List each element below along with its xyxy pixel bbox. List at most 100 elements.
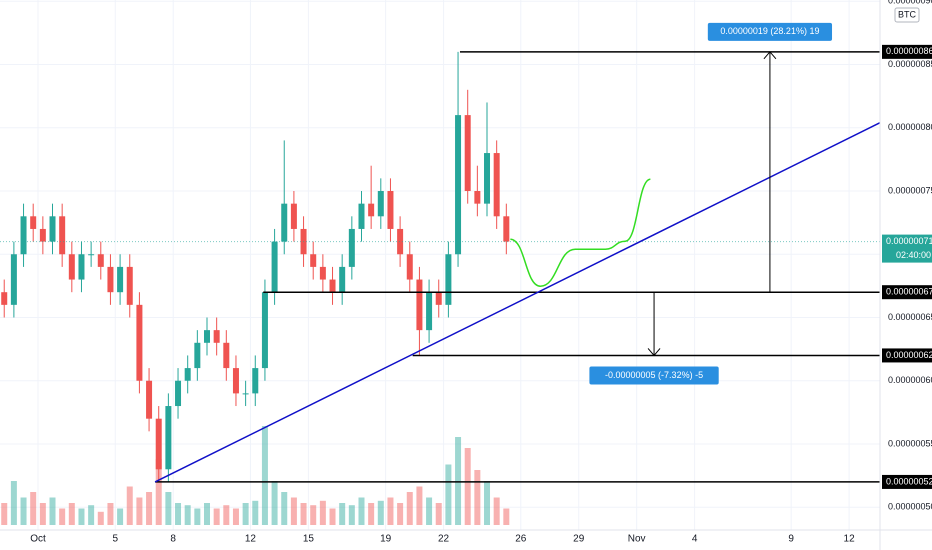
y-tick-label: 0.00000060 <box>888 375 932 385</box>
level-label: 0.00000052 <box>886 476 932 486</box>
candle-body <box>252 368 259 394</box>
volume-bar <box>329 508 336 525</box>
level-label: 0.00000062 <box>886 350 932 360</box>
y-tick-label: 0.00000085 <box>888 59 932 69</box>
y-tick-label: 0.00000050 <box>888 502 932 512</box>
volume-bar <box>1 503 8 525</box>
y-tick-label: 0.00000055 <box>888 438 932 448</box>
candle-body <box>358 203 365 229</box>
countdown-label: 02:40:00 <box>896 250 931 260</box>
volume-bar <box>377 500 384 525</box>
candle-body <box>213 330 220 343</box>
x-tick-label: 12 <box>245 534 257 545</box>
volume-bar <box>493 497 500 525</box>
level-label: 0.00000086 <box>886 46 932 56</box>
volume-bar <box>194 508 201 525</box>
volume-bar <box>117 508 124 525</box>
volume-bar <box>88 505 95 525</box>
y-tick-label: 0.00000080 <box>888 122 932 132</box>
volume-bar <box>310 505 317 525</box>
candle-body <box>20 216 27 255</box>
candle-body <box>68 254 75 280</box>
arrow-head <box>763 51 777 60</box>
measure-label: 0.00000019 (28.21%) 19 <box>720 26 819 36</box>
candle-body <box>474 191 481 204</box>
candle-body <box>203 330 210 343</box>
volume-bar <box>300 503 307 525</box>
candle-body <box>30 216 37 229</box>
volume-bar <box>39 503 46 525</box>
candle-body <box>329 279 336 293</box>
volume-bar <box>203 503 210 525</box>
arrow-head <box>647 348 661 357</box>
candle-body <box>78 254 85 280</box>
quote-box <box>894 7 920 23</box>
candle-body <box>387 191 394 229</box>
volume-bar <box>68 503 75 525</box>
x-tick-label: 4 <box>692 534 698 545</box>
x-tick-label: 12 <box>844 534 856 545</box>
volume-bar <box>368 503 375 525</box>
current-price-label: 0.00000071 <box>886 236 932 246</box>
volume-bar <box>175 503 182 525</box>
candle-body <box>377 191 384 217</box>
candle-body <box>184 368 191 381</box>
candle-body <box>165 406 172 470</box>
volume-bar <box>252 500 259 525</box>
candle-body <box>319 266 326 280</box>
level-label-bg <box>882 348 932 363</box>
level-label: 0.00000067 <box>886 287 932 297</box>
volume-bar <box>242 503 249 525</box>
measure-label: -0.00000005 (-7.32%) -5 <box>605 370 703 380</box>
candle-body <box>155 418 162 470</box>
volume-bar <box>290 497 297 525</box>
x-tick-label: 15 <box>303 534 315 545</box>
volume-bar <box>107 503 114 525</box>
x-tick-label: 9 <box>788 534 794 545</box>
y-tick-label: 0.00000090 <box>888 0 932 6</box>
volume-bar <box>232 508 239 525</box>
candle-body <box>348 228 355 267</box>
volume-bar <box>184 505 191 525</box>
volume-bar <box>348 505 355 525</box>
candle-body <box>117 266 124 293</box>
volume-bar <box>503 508 510 525</box>
volume-bar <box>59 508 66 525</box>
volume-bar <box>455 437 462 525</box>
volume-bar <box>281 492 288 525</box>
volume-bar <box>136 497 143 525</box>
candle-body <box>88 254 95 256</box>
candle-body <box>126 266 133 305</box>
candle-body <box>416 279 423 331</box>
candle-body <box>136 304 143 381</box>
y-tick-label: 0.00000075 <box>888 185 932 195</box>
volume-bar <box>397 503 404 525</box>
volume-bar <box>213 508 220 525</box>
candle-body <box>59 216 66 255</box>
candle-body <box>426 292 433 331</box>
volume-bar <box>261 426 268 525</box>
candle-body <box>242 393 249 395</box>
candle-body <box>97 254 104 267</box>
volume-bar <box>165 492 172 525</box>
volume-bar <box>474 470 481 525</box>
candle-body <box>49 216 56 242</box>
candle-body <box>175 380 182 407</box>
volume-bar <box>155 459 162 525</box>
candle-body <box>503 216 510 242</box>
candle-body <box>406 254 413 280</box>
candle-body <box>10 254 17 305</box>
x-tick-label: 5 <box>112 534 118 545</box>
volume-bar <box>464 448 471 525</box>
volume-bar <box>319 500 326 525</box>
candle-body <box>261 292 268 369</box>
volume-bar <box>78 508 85 525</box>
volume-bar <box>484 481 491 525</box>
candle-body <box>281 203 288 242</box>
level-label-bg <box>882 285 932 300</box>
x-tick-label: Oct <box>30 534 46 545</box>
volume-bar <box>223 505 230 525</box>
volume-bar <box>406 492 413 525</box>
candle-body <box>445 254 452 305</box>
